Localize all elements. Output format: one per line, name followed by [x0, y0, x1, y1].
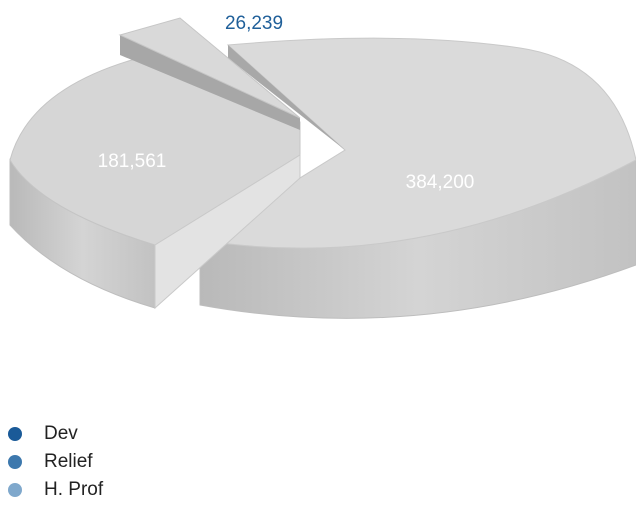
pie-slice-h-prof-side: [120, 35, 300, 130]
slice-label-relief: 181,561: [98, 151, 167, 172]
pie-slice-dev-cut-face: [228, 45, 345, 150]
pie-slice-h-prof[interactable]: [118, 17, 301, 130]
slice-label-h-prof: 26,239: [225, 13, 283, 34]
pie-slice-relief-cut-face: [154, 154, 301, 310]
pie-slice-relief-top: [9, 54, 301, 246]
legend-item-h-prof[interactable]: H. Prof: [8, 476, 103, 504]
pie-slice-h-prof-top: [118, 17, 301, 119]
legend-label-relief: Relief: [44, 451, 93, 472]
pie-slice-dev-top: [198, 37, 636, 249]
slice-label-dev: 384,200: [406, 172, 475, 193]
chart-legend: Dev Relief H. Prof: [8, 420, 103, 504]
legend-label-dev: Dev: [44, 423, 78, 444]
legend-swatch-relief: [8, 455, 22, 469]
pie-slice-dev[interactable]: [198, 37, 636, 319]
pie-chart: 384,200 181,561 26,239: [9, 13, 636, 319]
legend-item-dev[interactable]: Dev: [8, 420, 103, 448]
legend-item-relief[interactable]: Relief: [8, 448, 103, 476]
pie-slice-relief[interactable]: [9, 54, 301, 310]
legend-swatch-dev: [8, 427, 22, 441]
legend-swatch-h-prof: [8, 483, 22, 497]
legend-label-h-prof: H. Prof: [44, 479, 104, 500]
